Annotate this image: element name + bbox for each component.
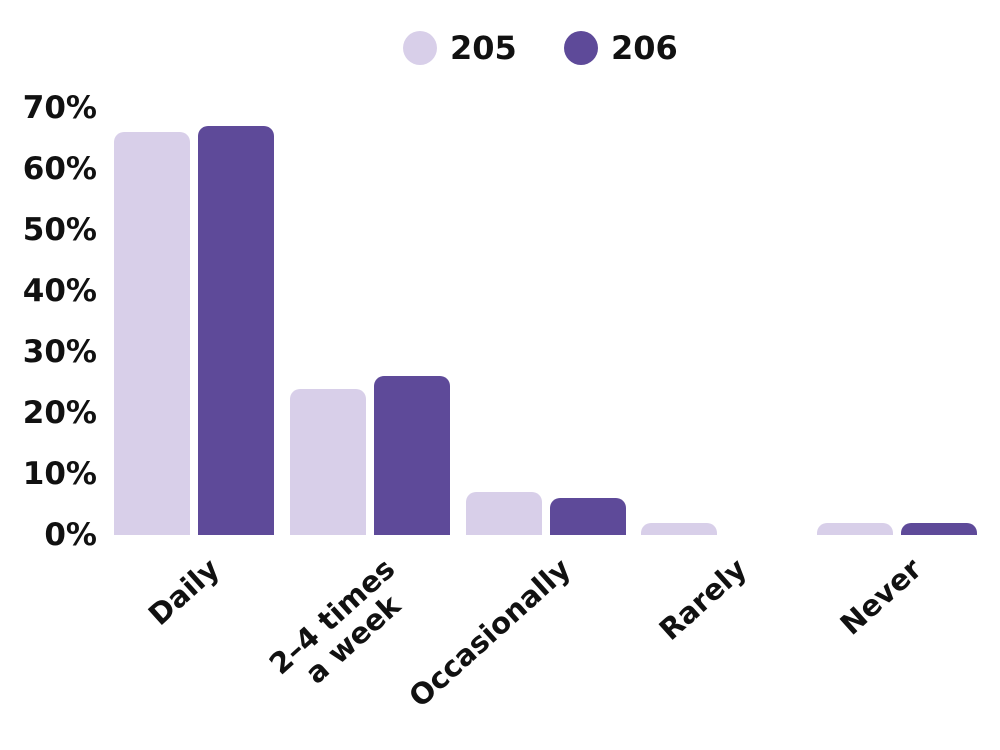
x-axis-label-daily: Daily (141, 551, 226, 632)
legend-item-205: 205 (403, 29, 517, 67)
bar-206-never (901, 522, 977, 535)
bar-206-2-4-times (373, 376, 450, 535)
y-axis-tick-70: 70% (22, 90, 97, 126)
x-axis-label-never: Never (833, 551, 929, 642)
legend-swatch-206-icon (564, 31, 598, 65)
bar-205-2-4-times (289, 388, 366, 535)
y-axis-tick-20: 20% (22, 395, 97, 431)
y-axis-tick-60: 60% (22, 151, 97, 187)
x-axis-label-rarely: Rarely (652, 551, 753, 647)
x-axis-label-2-4-times: 2–4 times a week (262, 551, 407, 691)
y-axis-tick-30: 30% (22, 334, 97, 370)
legend-label-206: 206 (611, 29, 678, 67)
legend-label-205: 205 (450, 29, 517, 67)
y-axis-tick-50: 50% (22, 212, 97, 248)
bar-206-occasionally (549, 498, 626, 535)
bar-205-daily (114, 132, 190, 535)
legend-swatch-205-icon (403, 31, 437, 65)
bar-206-daily (198, 126, 274, 535)
y-axis-tick-0: 0% (44, 517, 97, 553)
bar-205-rarely (641, 522, 718, 535)
x-axis-label-occasionally: Occasionally (402, 551, 577, 714)
bar-205-occasionally (465, 492, 542, 535)
y-axis-tick-40: 40% (22, 273, 97, 309)
legend-item-206: 206 (564, 29, 678, 67)
y-axis-tick-10: 10% (22, 456, 97, 492)
bar-205-never (817, 522, 893, 535)
